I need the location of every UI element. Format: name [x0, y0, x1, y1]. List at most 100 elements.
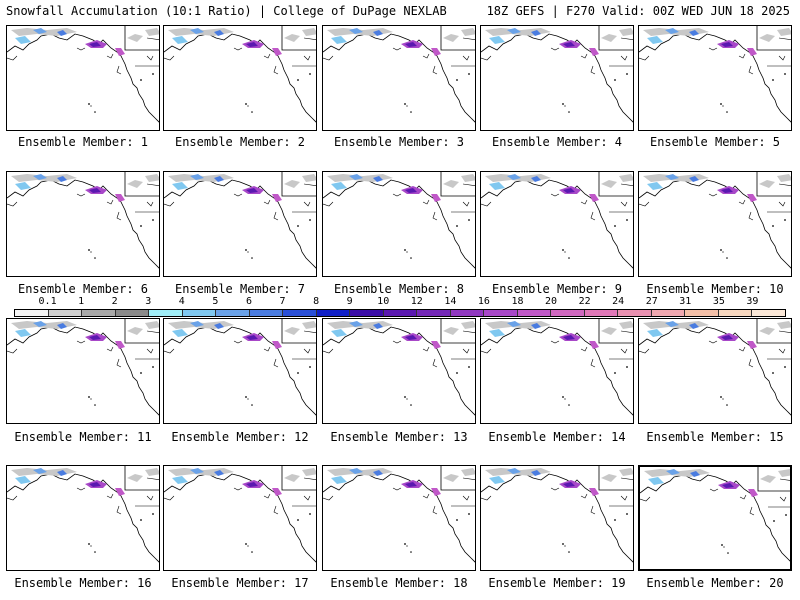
basemap-svg: [164, 26, 316, 125]
ensemble-map-panel: [163, 318, 317, 424]
colorbar-tick-label: 10: [377, 296, 390, 307]
ensemble-map-panel: [480, 171, 634, 277]
ensemble-member-label: Ensemble Member: 17: [171, 576, 309, 590]
colorbar-swatch: [618, 310, 652, 316]
ensemble-map-panel: [6, 171, 160, 277]
basemap-svg: [639, 172, 791, 271]
ensemble-member-label: Ensemble Member: 12: [171, 430, 309, 444]
ensemble-map-panel: [480, 318, 634, 424]
colorbar-swatch: [651, 310, 686, 316]
ensemble-member-label: Ensemble Member: 15: [646, 430, 784, 444]
ensemble-map-panel: [638, 465, 792, 571]
ensemble-map-panel: [6, 465, 160, 571]
run-valid-time: 18Z GEFS | F270 Valid: 00Z WED JUN 18 20…: [486, 4, 790, 18]
colorbar-tick-label: 31: [679, 296, 692, 307]
ensemble-member-label: Ensemble Member: 7: [174, 282, 306, 296]
basemap-svg: [481, 466, 633, 565]
colorbar-tick-label: 16: [477, 296, 490, 307]
ensemble-member-label: Ensemble Member: 9: [491, 282, 623, 296]
ensemble-member-label: Ensemble Member: 13: [330, 430, 468, 444]
ensemble-member-label: Ensemble Member: 19: [488, 576, 626, 590]
ensemble-map-panel: [638, 25, 792, 131]
colorbar-tick-label: 8: [313, 296, 320, 307]
snowfall-colorbar: [14, 309, 786, 317]
colorbar-swatch: [350, 310, 384, 316]
ensemble-map-panel: [638, 318, 792, 424]
colorbar-swatch: [450, 310, 485, 316]
ensemble-member-label: Ensemble Member: 8: [333, 282, 465, 296]
colorbar-swatch: [48, 310, 83, 316]
colorbar-tick-label: 9: [346, 296, 353, 307]
basemap-svg: [323, 26, 475, 125]
ensemble-member-label: Ensemble Member: 5: [649, 135, 781, 149]
ensemble-member-label: Ensemble Member: 10: [646, 282, 784, 296]
basemap-svg: [481, 26, 633, 125]
ensemble-member-label: Ensemble Member: 18: [330, 576, 468, 590]
basemap-svg: [164, 466, 316, 565]
ensemble-member-label: Ensemble Member: 4: [491, 135, 623, 149]
colorbar-swatch: [316, 310, 351, 316]
ensemble-map-panel: [638, 171, 792, 277]
ensemble-map-panel: [163, 171, 317, 277]
colorbar-swatch: [584, 310, 619, 316]
colorbar-swatch: [216, 310, 250, 316]
basemap-svg: [640, 467, 790, 566]
ensemble-member-label: Ensemble Member: 3: [333, 135, 465, 149]
ensemble-map-panel: [322, 171, 476, 277]
ensemble-map-panel: [480, 465, 634, 571]
basemap-svg: [7, 466, 159, 565]
colorbar-swatch: [484, 310, 518, 316]
colorbar-swatch: [249, 310, 284, 316]
basemap-svg: [323, 319, 475, 418]
basemap-svg: [164, 319, 316, 418]
basemap-svg: [323, 172, 475, 271]
colorbar-tick-label: 0.1: [38, 296, 57, 307]
basemap-svg: [323, 466, 475, 565]
ensemble-member-label: Ensemble Member: 1: [17, 135, 149, 149]
colorbar-swatch: [517, 310, 552, 316]
basemap-svg: [481, 172, 633, 271]
colorbar-tick-label: 20: [545, 296, 558, 307]
ensemble-member-label: Ensemble Member: 11: [14, 430, 152, 444]
colorbar-swatch: [115, 310, 150, 316]
colorbar-tick-label: 39: [746, 296, 759, 307]
colorbar-tick-label: 7: [279, 296, 286, 307]
colorbar-tick-label: 5: [212, 296, 219, 307]
ensemble-map-panel: [163, 465, 317, 571]
colorbar-swatch: [182, 310, 217, 316]
colorbar-swatch: [82, 310, 116, 316]
basemap-svg: [7, 172, 159, 271]
colorbar-tick-label: 12: [410, 296, 423, 307]
colorbar-swatch: [718, 310, 753, 316]
colorbar-tick-label: 3: [145, 296, 152, 307]
colorbar-tick-label: 24: [612, 296, 625, 307]
basemap-svg: [639, 26, 791, 125]
colorbar-swatch: [417, 310, 451, 316]
ensemble-map-panel: [322, 25, 476, 131]
colorbar-swatch: [551, 310, 585, 316]
colorbar-tick-label: 18: [511, 296, 524, 307]
colorbar-tick-label: 4: [178, 296, 185, 307]
ensemble-member-label: Ensemble Member: 2: [174, 135, 306, 149]
colorbar-tick-label: 2: [111, 296, 118, 307]
basemap-svg: [7, 319, 159, 418]
ensemble-member-label: Ensemble Member: 14: [488, 430, 626, 444]
colorbar-swatch: [283, 310, 317, 316]
ensemble-map-panel: [480, 25, 634, 131]
basemap-svg: [7, 26, 159, 125]
colorbar-tick-label: 35: [712, 296, 725, 307]
map-title: Snowfall Accumulation (10:1 Ratio) | Col…: [6, 4, 447, 18]
colorbar-swatch: [15, 310, 49, 316]
basemap-svg: [639, 319, 791, 418]
ensemble-map-panel: [6, 318, 160, 424]
ensemble-member-label: Ensemble Member: 16: [14, 576, 152, 590]
ensemble-map-panel: [6, 25, 160, 131]
ensemble-member-label: Ensemble Member: 20: [646, 576, 784, 590]
colorbar-swatch: [149, 310, 183, 316]
ensemble-map-panel: [322, 318, 476, 424]
colorbar-swatch: [752, 310, 785, 316]
basemap-svg: [481, 319, 633, 418]
colorbar-tick-label: 14: [444, 296, 457, 307]
basemap-svg: [164, 172, 316, 271]
colorbar-tick-label: 6: [245, 296, 252, 307]
